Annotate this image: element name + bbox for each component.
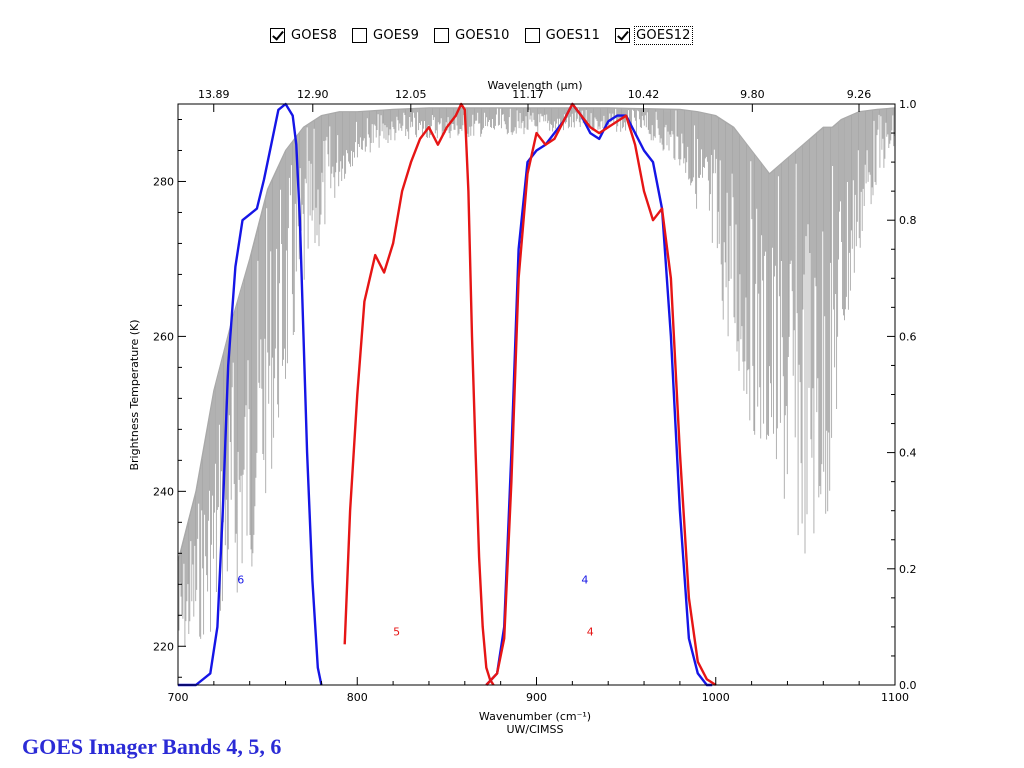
legend-checkbox[interactable] bbox=[352, 27, 368, 43]
legend-item-goes11[interactable]: GOES11 bbox=[524, 27, 601, 43]
slide-title: GOES Imager Bands 4, 5, 6 bbox=[22, 734, 282, 759]
top-tick-label: 11.17 bbox=[512, 88, 544, 101]
x-tick-label: 800 bbox=[347, 691, 368, 704]
legend-item-goes10[interactable]: GOES10 bbox=[434, 27, 510, 43]
series-line-3 bbox=[485, 102, 717, 687]
legend-label: GOES9 bbox=[373, 27, 420, 43]
series-line-1 bbox=[343, 102, 495, 686]
legend-label: GOES11 bbox=[545, 27, 601, 43]
axis-ticks: 700 800 900 1000 1100 220 240 260 280 0.0 0.2 0.4 0.… bbox=[153, 88, 917, 704]
legend-item-goes9[interactable]: GOES9 bbox=[352, 27, 420, 43]
top-tick-label: 9.26 bbox=[847, 88, 872, 101]
top-tick-label: 12.90 bbox=[297, 88, 329, 101]
x-axis-title: Wavenumber (cm⁻¹) bbox=[479, 710, 591, 723]
legend-checkbox[interactable] bbox=[434, 27, 450, 43]
y2-tick-label: 0.8 bbox=[899, 214, 917, 227]
legend-item-goes8[interactable]: GOES8 bbox=[270, 27, 338, 43]
x-axis-subtitle: UW/CIMSS bbox=[506, 723, 563, 736]
y-tick-label: 240 bbox=[153, 485, 174, 498]
legend-label: GOES10 bbox=[455, 27, 510, 43]
y2-tick-label: 1.0 bbox=[899, 98, 917, 111]
band-annotation: 4 bbox=[581, 573, 588, 586]
legend-label: GOES12 bbox=[634, 25, 693, 45]
y2-tick-label: 0.6 bbox=[899, 330, 917, 343]
band-annotation: 5 bbox=[393, 626, 400, 639]
x-tick-label: 1100 bbox=[881, 691, 909, 704]
band-labels: 6 5 4 4 bbox=[237, 573, 594, 638]
y-tick-label: 280 bbox=[153, 175, 174, 188]
x-tick-label: 1000 bbox=[702, 691, 730, 704]
satellite-legend: GOES8 GOES9 GOES10 GOES11 GOES12 bbox=[270, 24, 706, 46]
y2-tick-label: 0.4 bbox=[899, 447, 917, 460]
top-tick-label: 9.80 bbox=[740, 88, 765, 101]
y2-tick-label: 0.2 bbox=[899, 563, 917, 576]
legend-checkbox[interactable] bbox=[615, 27, 631, 43]
spectrum-lines bbox=[177, 107, 896, 647]
x-tick-label: 900 bbox=[526, 691, 547, 704]
band-annotation: 6 bbox=[237, 573, 244, 586]
series-line-0 bbox=[178, 102, 323, 687]
band-annotation: 4 bbox=[587, 626, 594, 639]
spectrum-envelope bbox=[177, 107, 896, 562]
atmospheric-spectrum bbox=[177, 107, 896, 647]
legend-checkbox[interactable] bbox=[524, 27, 540, 43]
y-tick-label: 260 bbox=[153, 330, 174, 343]
legend-checkbox[interactable] bbox=[270, 27, 285, 43]
top-tick-label: 13.89 bbox=[198, 88, 230, 101]
top-tick-label: 12.05 bbox=[395, 88, 427, 101]
band-response-curves bbox=[178, 102, 717, 687]
legend-item-goes12[interactable]: GOES12 bbox=[615, 25, 693, 45]
series-line-2 bbox=[485, 102, 713, 687]
y-tick-label: 220 bbox=[153, 640, 174, 653]
top-axis-title: Wavelength (μm) bbox=[487, 79, 582, 92]
legend-label: GOES8 bbox=[291, 27, 338, 43]
y-axis-title: Brightness Temperature (K) bbox=[128, 319, 141, 470]
y2-tick-label: 0.0 bbox=[899, 679, 917, 692]
x-tick-label: 700 bbox=[168, 691, 189, 704]
top-tick-label: 10.42 bbox=[628, 88, 660, 101]
